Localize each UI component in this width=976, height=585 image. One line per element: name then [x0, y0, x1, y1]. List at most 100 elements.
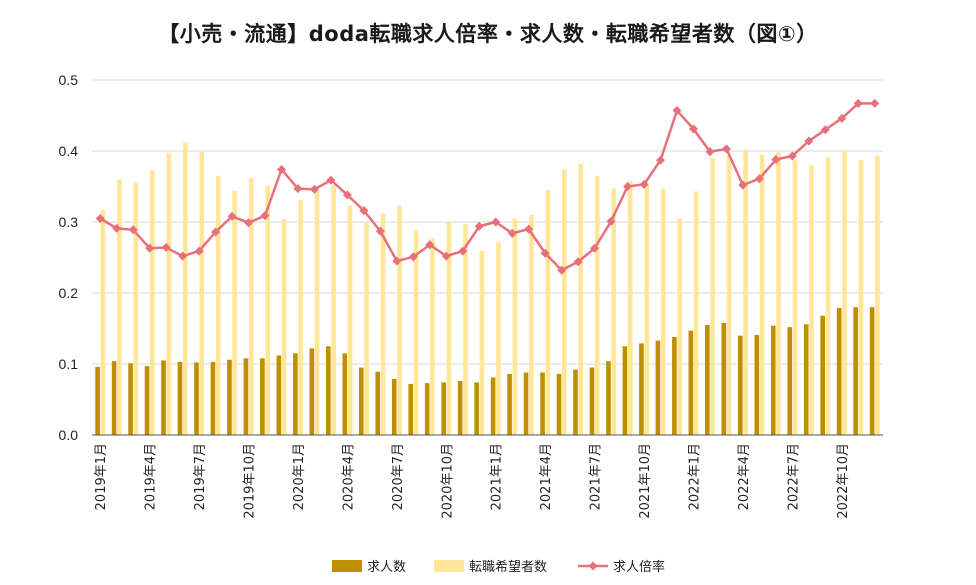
line-point-marker — [705, 147, 715, 157]
bar-kyujinsu — [457, 381, 463, 435]
bar-tenshoku-kibousha — [710, 158, 715, 435]
bar-tenshoku-kibousha — [792, 159, 798, 435]
bar-tenshoku-kibousha — [644, 183, 649, 435]
legend-label: 求人数 — [367, 560, 406, 575]
bar-kyujinsu — [540, 372, 545, 435]
bar-tenshoku-kibousha — [314, 191, 320, 435]
bar-tenshoku-kibousha — [759, 154, 765, 436]
bar-kyujinsu — [507, 373, 512, 435]
bar-tenshoku-kibousha — [397, 205, 402, 435]
line-point-marker — [425, 240, 435, 250]
legend-swatch-marker — [588, 561, 598, 571]
bar-tenshoku-kibousha — [776, 152, 781, 436]
x-tick-label: 2020年4月 — [341, 443, 356, 510]
gridlines — [92, 79, 883, 365]
line-point-marker — [145, 243, 155, 253]
x-tick-label: 2019年7月 — [193, 443, 208, 510]
y-tick-label: 0.3 — [59, 214, 79, 230]
line-point-marker — [128, 225, 138, 235]
bar-tenshoku-kibousha — [875, 155, 880, 435]
bar-kyujinsu — [161, 360, 166, 435]
bar-tenshoku-kibousha — [133, 182, 139, 435]
bar-kyujinsu — [853, 307, 858, 435]
bar-kyujinsu — [622, 346, 628, 435]
line-series — [95, 98, 880, 275]
bar-tenshoku-kibousha — [100, 209, 106, 435]
bar-tenshoku-kibousha — [430, 238, 435, 435]
line-point-marker — [441, 251, 451, 261]
bar-kyujinsu — [144, 366, 150, 435]
bar-tenshoku-kibousha — [364, 222, 369, 435]
bar-kyujinsu — [227, 359, 232, 435]
line-point-marker — [277, 164, 287, 174]
x-tick-label: 2020年7月 — [391, 443, 406, 510]
legend-swatch — [434, 560, 464, 572]
bar-kyujinsu — [787, 327, 793, 435]
line-point-marker — [573, 257, 583, 267]
bar-kyujinsu — [820, 315, 825, 435]
bar-tenshoku-kibousha — [743, 149, 748, 435]
bar-tenshoku-kibousha — [215, 175, 221, 435]
bar-kyujinsu — [639, 343, 644, 435]
bar-tenshoku-kibousha — [232, 190, 238, 435]
x-tick-label: 2021年7月 — [589, 443, 604, 510]
bar-tenshoku-kibousha — [413, 230, 419, 435]
bar-kyujinsu — [375, 371, 381, 435]
x-tick-label: 2021年10月 — [638, 443, 653, 519]
line-point-marker — [392, 256, 402, 266]
bar-tenshoku-kibousha — [627, 180, 633, 435]
line-point-marker — [326, 175, 336, 185]
bar-tenshoku-kibousha — [248, 177, 254, 436]
y-tick-label: 0.4 — [59, 143, 79, 159]
bar-kyujinsu — [194, 362, 199, 435]
bar-kyujinsu — [589, 367, 595, 435]
bar-tenshoku-kibousha — [660, 188, 666, 435]
bar-kyujinsu — [770, 325, 776, 435]
bar-kyujinsu — [177, 361, 183, 435]
bar-kyujinsu — [705, 324, 710, 435]
line-point-marker — [590, 243, 600, 253]
bar-kyujinsu — [490, 377, 496, 435]
bar-kyujinsu — [523, 372, 529, 435]
bar-kyujinsu — [672, 337, 677, 435]
bar-tenshoku-kibousha — [825, 157, 831, 435]
line-point-marker — [540, 248, 550, 258]
bar-tenshoku-kibousha — [677, 218, 682, 435]
line-point-marker — [623, 182, 633, 191]
bar-kyujinsu — [326, 346, 331, 435]
bar-tenshoku-kibousha — [529, 214, 534, 435]
bar-tenshoku-kibousha — [347, 205, 353, 435]
bar-kyujinsu — [606, 361, 611, 435]
bar-kyujinsu — [408, 383, 414, 435]
bar-tenshoku-kibousha — [380, 213, 386, 435]
line-point-marker — [375, 226, 385, 236]
bar-kyujinsu — [424, 383, 430, 435]
bar-kyujinsu — [474, 382, 479, 435]
line-point-marker — [754, 174, 764, 184]
line-point-marker — [639, 179, 649, 189]
x-tick-label: 2022年1月 — [687, 443, 702, 510]
bar-tenshoku-kibousha — [545, 190, 551, 435]
line-point-marker — [688, 124, 698, 134]
bar-kyujinsu — [243, 358, 249, 435]
line-point-marker — [524, 224, 534, 234]
x-tick-label: 2022年4月 — [737, 443, 752, 510]
bar-kyujinsu — [688, 330, 694, 435]
line-point-marker — [194, 246, 204, 256]
bar-kyujinsu — [309, 348, 315, 435]
x-tick-label: 2019年1月 — [94, 443, 109, 510]
bars — [95, 142, 880, 436]
bar-tenshoku-kibousha — [594, 175, 600, 435]
legend-label: 求人倍率 — [613, 559, 665, 575]
bar-kyujinsu — [342, 353, 348, 435]
bar-tenshoku-kibousha — [496, 241, 501, 435]
x-tick-label: 2021年4月 — [539, 443, 554, 510]
bar-kyujinsu — [111, 361, 117, 435]
bar-tenshoku-kibousha — [298, 199, 303, 435]
x-tick-label: 2020年10月 — [440, 443, 455, 519]
y-tick-label: 0.5 — [59, 72, 79, 88]
bar-tenshoku-kibousha — [578, 163, 584, 435]
legend: 求人数 転職希望者数 求人倍率 — [332, 559, 665, 575]
line-point-marker — [837, 113, 847, 123]
